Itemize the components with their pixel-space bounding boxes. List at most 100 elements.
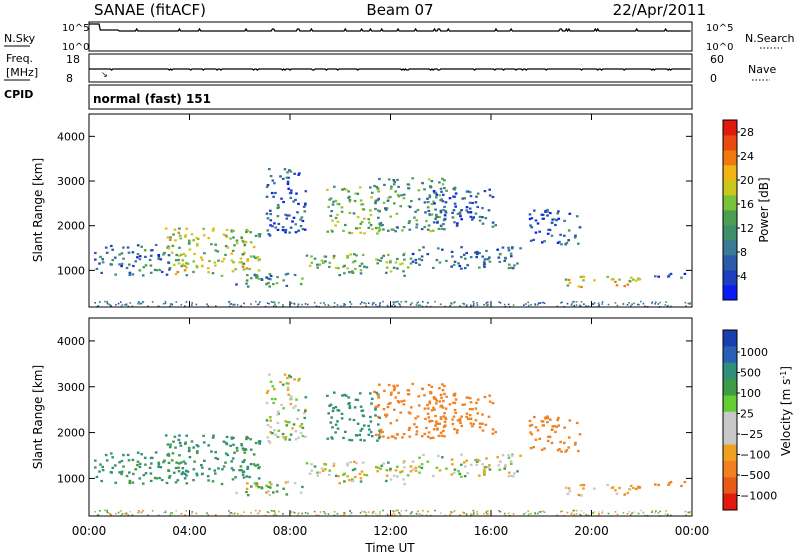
power-cell [408, 220, 411, 223]
power-cell [293, 303, 296, 305]
power-cell [538, 230, 541, 233]
power-colorbar-swatch [723, 165, 737, 181]
velocity-cell [511, 475, 515, 478]
velocity-cell [129, 510, 132, 513]
power-cell [344, 188, 348, 191]
power-cell [555, 219, 558, 222]
power-cell [234, 268, 237, 271]
power-cell [340, 206, 344, 209]
power-cell [564, 243, 567, 246]
power-cell [241, 265, 245, 268]
velocity-cell [530, 512, 532, 515]
velocity-cell [472, 509, 475, 512]
velocity-cell [353, 467, 357, 471]
velocity-cell [354, 475, 357, 479]
power-cell [106, 300, 108, 303]
power-cell [162, 302, 165, 305]
power-cell [158, 268, 161, 272]
velocity-cell [516, 470, 519, 473]
velocity-cell [395, 419, 399, 422]
velocity-cell [667, 513, 669, 516]
power-cell [266, 217, 270, 220]
velocity-cell [340, 514, 342, 517]
velocity-cell [246, 436, 250, 440]
power-cell [153, 268, 157, 271]
power-cell [297, 303, 300, 306]
power-cell [359, 303, 362, 305]
power-cell [426, 253, 430, 256]
velocity-cell [310, 469, 314, 472]
y-tick-label: 4000 [57, 335, 85, 348]
velocity-cell [555, 425, 558, 428]
velocity-cell [269, 483, 273, 486]
power-cell [274, 303, 276, 305]
velocity-cell [299, 425, 302, 428]
velocity-cell [487, 415, 491, 418]
velocity-cell [565, 449, 569, 452]
velocity-cell [402, 399, 406, 402]
power-cell [456, 212, 460, 215]
power-cell [299, 225, 303, 228]
power-cell [257, 277, 261, 280]
power-cell [402, 197, 406, 200]
velocity-cell [377, 437, 381, 440]
power-cell [142, 301, 145, 303]
power-cell [242, 262, 246, 265]
power-cell [258, 303, 260, 305]
velocity-cell [670, 514, 672, 517]
velocity-cell [250, 485, 253, 488]
power-cell [120, 262, 124, 265]
velocity-cell [328, 473, 331, 477]
velocity-cell [571, 512, 573, 514]
velocity-cell [275, 490, 279, 493]
velocity-cell [378, 513, 381, 516]
velocity-cell [232, 513, 234, 515]
power-colorbar-swatch [723, 285, 737, 301]
power-cell [436, 215, 440, 219]
velocity-cell [190, 440, 194, 443]
power-cell [445, 259, 448, 262]
power-cell [356, 192, 360, 195]
velocity-cell [272, 491, 275, 494]
power-cell [94, 258, 97, 261]
velocity-cell [402, 461, 405, 464]
velocity-cell [114, 481, 117, 484]
velocity-colorbar-swatch [723, 395, 737, 413]
power-cell [157, 254, 160, 257]
velocity-cell [326, 437, 330, 440]
velocity-cell [188, 449, 191, 452]
velocity-cell [403, 466, 406, 469]
power-cell [394, 261, 398, 264]
power-cell [543, 240, 546, 243]
power-cell [256, 275, 259, 278]
velocity-cell [313, 465, 317, 468]
power-cell [417, 304, 420, 307]
power-cell [106, 302, 108, 304]
power-cell [593, 279, 596, 282]
velocity-cell [398, 511, 400, 514]
velocity-cell [606, 483, 609, 487]
velocity-cell [580, 494, 583, 497]
power-cell [273, 305, 275, 307]
velocity-cell [177, 470, 181, 473]
power-cell [244, 240, 247, 243]
power-cell [336, 220, 340, 223]
velocity-cell [462, 511, 464, 514]
velocity-cell [377, 404, 380, 407]
power-cell [254, 256, 257, 260]
velocity-cell [472, 422, 475, 426]
power-cell [396, 267, 399, 270]
power-cell [285, 217, 289, 220]
velocity-cell [331, 437, 334, 440]
power-cell [418, 263, 421, 266]
velocity-cell [382, 408, 386, 411]
power-cell [350, 232, 354, 235]
nsky-series-line [89, 23, 691, 33]
power-cell [326, 188, 329, 191]
velocity-cell [561, 510, 563, 512]
velocity-cell [430, 385, 434, 388]
power-cell [389, 187, 393, 190]
power-cell [503, 303, 506, 306]
power-cell [384, 208, 388, 211]
power-cell [168, 238, 172, 241]
